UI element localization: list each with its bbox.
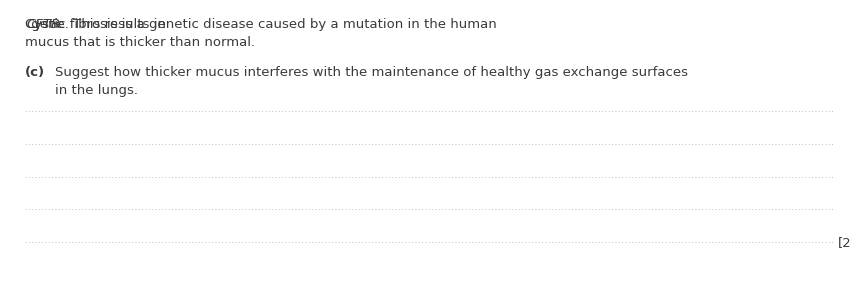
Text: gene. This results in: gene. This results in: [27, 18, 166, 31]
Text: Suggest how thicker mucus interferes with the maintenance of healthy gas exchang: Suggest how thicker mucus interferes wit…: [55, 66, 688, 79]
Text: (c): (c): [25, 66, 45, 79]
Text: Cystic fibrosis is a genetic disease caused by a mutation in the human: Cystic fibrosis is a genetic disease cau…: [25, 18, 501, 31]
Text: CFTR: CFTR: [26, 18, 60, 31]
Text: mucus that is thicker than normal.: mucus that is thicker than normal.: [25, 36, 255, 49]
Text: in the lungs.: in the lungs.: [55, 84, 138, 97]
Text: [2]: [2]: [838, 236, 851, 249]
